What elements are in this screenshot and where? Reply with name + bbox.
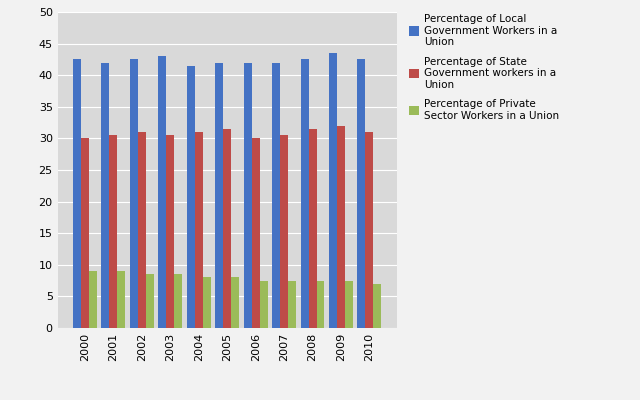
Bar — [146, 274, 154, 328]
Bar — [317, 281, 324, 328]
Bar — [252, 138, 260, 328]
Bar — [166, 135, 174, 328]
Bar — [358, 59, 365, 328]
Bar — [244, 62, 252, 328]
Bar — [81, 138, 89, 328]
Bar — [187, 66, 195, 328]
Bar — [231, 278, 239, 328]
Bar — [329, 53, 337, 328]
Bar — [215, 62, 223, 328]
Bar — [203, 278, 211, 328]
Bar — [288, 281, 296, 328]
Bar — [102, 62, 109, 328]
Bar — [345, 281, 353, 328]
Bar — [174, 274, 182, 328]
Bar — [138, 132, 146, 328]
Bar — [280, 135, 288, 328]
Bar — [117, 271, 125, 328]
Bar — [260, 281, 268, 328]
Bar — [73, 59, 81, 328]
Bar — [223, 129, 231, 328]
Bar — [130, 59, 138, 328]
Bar — [109, 135, 117, 328]
Bar — [89, 271, 97, 328]
Bar — [158, 56, 166, 328]
Legend: Percentage of Local
Government Workers in a
Union, Percentage of State
Governmen: Percentage of Local Government Workers i… — [405, 11, 563, 124]
Bar — [308, 129, 317, 328]
Bar — [272, 62, 280, 328]
Bar — [365, 132, 373, 328]
Bar — [301, 59, 308, 328]
Bar — [337, 126, 345, 328]
Bar — [373, 284, 381, 328]
Bar — [195, 132, 203, 328]
